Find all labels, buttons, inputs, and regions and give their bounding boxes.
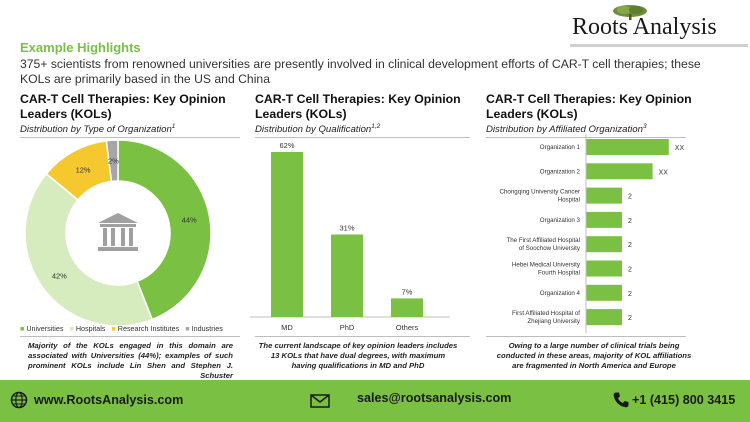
donut-data-label: 42% — [52, 272, 67, 281]
category-tick-label: MD — [281, 323, 293, 332]
hbar-category-label: First Affiliated Hospital of Zhejiang Uni… — [512, 310, 581, 325]
email-link[interactable]: sales@rootsanalysis.com — [357, 391, 512, 405]
university-building-icon — [98, 213, 138, 251]
affiliated-organization-bar-chart: XX Organization 1 XX Organization 2 2 Chongqi… — [500, 134, 685, 334]
hbar-row-8 — [586, 309, 622, 326]
donut-legend: ■ Universities ■ Hospitals ■ Research In… — [20, 324, 223, 333]
hbar-data-label: 2 — [628, 315, 632, 322]
bar-data-label: 62% — [279, 141, 294, 150]
panel1-caption: Majority of the KOLs engaged in this dom… — [28, 341, 233, 380]
hbar-data-label: 2 — [628, 291, 632, 298]
donut-data-label: 44% — [182, 215, 197, 224]
legend-label-research-institutes: Research Institutes — [117, 324, 180, 333]
category-tick-label: PhD — [340, 323, 355, 332]
hbar-row-4 — [586, 211, 622, 228]
panel2-bottom-divider — [255, 336, 470, 337]
bar-md — [271, 152, 303, 317]
bar-others — [391, 298, 423, 317]
tree-icon — [613, 5, 647, 20]
panel2-subtitle: Distribution by Qualification1,2 — [255, 123, 381, 136]
legend-item: ■ Research Institutes — [111, 324, 180, 333]
donut-data-label: 12% — [76, 165, 91, 174]
donut-slice-universities — [117, 139, 212, 321]
hbar-data-label: 2 — [628, 242, 632, 249]
legend-item: ■ Universities — [20, 324, 64, 333]
panel3-caption: Owing to a large number of clinical tria… — [496, 341, 692, 370]
donut-data-label: 2% — [108, 157, 119, 166]
bar-data-label: 31% — [339, 224, 354, 233]
phone-icon — [613, 392, 629, 408]
legend-label-hospitals: Hospitals — [75, 324, 106, 333]
hbar-row-6 — [586, 260, 622, 277]
globe-icon — [10, 391, 28, 409]
qualification-bar-chart: 62% MD 31% PhD 7% Others — [250, 141, 450, 332]
hbar-row-7 — [586, 284, 622, 301]
bar-phd — [331, 234, 363, 317]
panel1-divider — [20, 137, 240, 138]
phone-number[interactable]: +1 (415) 800 3415 — [632, 393, 736, 407]
hbar-row-3 — [586, 187, 622, 204]
hbar-row-2 — [586, 163, 653, 180]
donut-slice-industries — [105, 139, 119, 183]
hbar-category-label: Organization 4 — [540, 290, 581, 297]
hbar-category-label: Organization 3 — [540, 217, 581, 224]
legend-label-universities: Universities — [26, 324, 64, 333]
hbar-data-label: 2 — [628, 267, 632, 274]
website-link[interactable]: www.RootsAnalysis.com — [34, 393, 184, 407]
page-title: Example Highlights — [20, 40, 141, 55]
hbar-category-label: Chongqing University Cancer Hospital — [500, 189, 580, 204]
hbar-data-label: 2 — [628, 218, 632, 225]
category-tick-label: Others — [396, 323, 419, 332]
hbar-row-5 — [586, 236, 622, 253]
panel2-caption: The current landscape of key opinion lea… — [258, 341, 458, 370]
panel1-bottom-divider — [20, 336, 240, 337]
bar-data-label: 7% — [402, 287, 413, 296]
panel3-title: CAR-T Cell Therapies: Key Opinion Leader… — [486, 92, 692, 121]
panel2-divider — [255, 137, 470, 138]
panel1-title: CAR-T Cell Therapies: Key Opinion Leader… — [20, 92, 226, 121]
hbar-category-label: Organization 2 — [540, 168, 581, 175]
hbar-category-label: The First Affiliated Hospital of Soochow … — [507, 237, 581, 252]
hbar-category-label: Hebei Medical University Fourth Hospital — [512, 262, 581, 277]
logo-text: Roots Analysis — [572, 14, 717, 40]
donut-chart: 44% 42% 12% 2% — [24, 139, 212, 327]
hbar-row-1 — [586, 139, 669, 155]
logo-underline — [570, 44, 748, 47]
roots-analysis-logo: Roots Analysis — [566, 4, 748, 50]
legend-item: ■ Industries — [185, 324, 223, 333]
legend-item: ■ Hospitals — [69, 324, 106, 333]
hbar-category-label: Organization 1 — [540, 144, 581, 151]
panel3-bottom-divider — [486, 336, 686, 337]
legend-label-industries: Industries — [191, 324, 223, 333]
intro-text: 375+ scientists from renowned universiti… — [20, 57, 701, 86]
hbar-data-label: 2 — [628, 194, 632, 201]
panel2-title: CAR-T Cell Therapies: Key Opinion Leader… — [255, 92, 461, 121]
panel3-subtitle: Distribution by Affiliated Organization3 — [486, 123, 647, 136]
hbar-data-label: XX — [675, 145, 685, 152]
envelope-icon — [310, 394, 330, 408]
panel1-subtitle: Distribution by Type of Organization1 — [20, 123, 176, 136]
hbar-data-label: XX — [659, 169, 669, 176]
footer-bar: www.RootsAnalysis.com sales@rootsanalysi… — [0, 380, 750, 422]
donut-slice-hospitals — [24, 172, 154, 327]
